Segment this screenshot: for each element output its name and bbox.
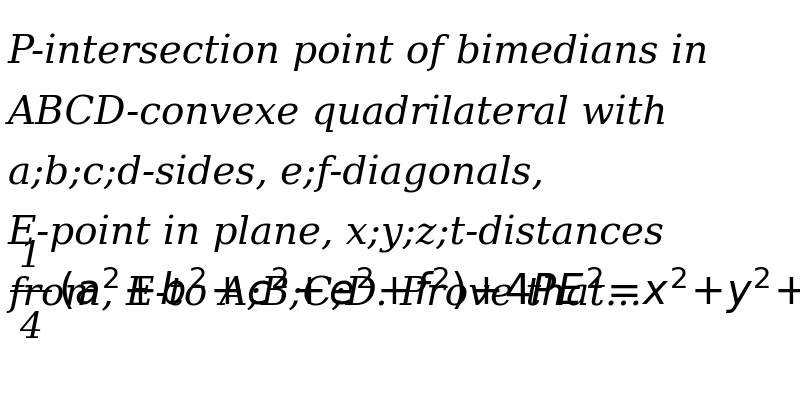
- Text: P-intersection point of bimedians in: P-intersection point of bimedians in: [8, 33, 710, 71]
- Text: E-point in plane, x;y;z;t-distances: E-point in plane, x;y;z;t-distances: [8, 215, 665, 253]
- Text: 4: 4: [19, 311, 42, 345]
- Text: ABCD-convexe quadrilateral with: ABCD-convexe quadrilateral with: [8, 94, 668, 132]
- Text: $(a^2\!+\!b^2\!+\!c^2\!+\!e^2\!+\!f^2)\!+\!4PE^2\!=\!x^2\!+\!y^2\!+\!z^2\!+\!t^2: $(a^2\!+\!b^2\!+\!c^2\!+\!e^2\!+\!f^2)\!…: [58, 265, 800, 316]
- Text: a;b;c;d-sides, e;f-diagonals,: a;b;c;d-sides, e;f-diagonals,: [8, 155, 544, 193]
- Text: from, E-to A;B;C;D. Prove that...: from, E-to A;B;C;D. Prove that...: [8, 276, 642, 314]
- Text: 1: 1: [19, 240, 42, 274]
